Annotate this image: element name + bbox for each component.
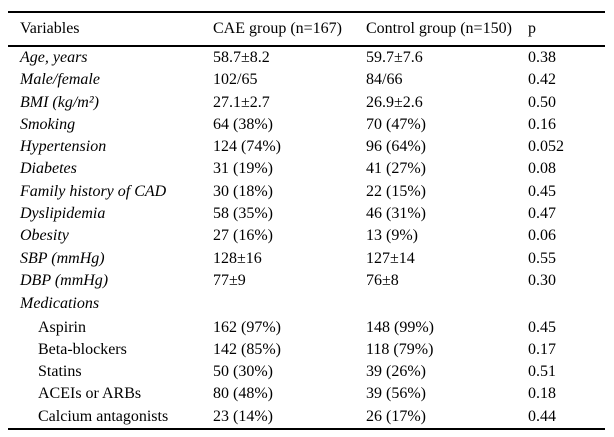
cell-control-group bbox=[366, 292, 528, 316]
cell-cae-group: 77±9 bbox=[213, 271, 246, 289]
table-row: Family history of CAD 30 (18%) 22 (15%) 0.4… bbox=[8, 181, 605, 203]
cell-control-group: 59.7±7.6 bbox=[366, 49, 423, 66]
cell-variable: Family history of CAD bbox=[20, 182, 167, 200]
col-header-control-group: Control group (n=150) bbox=[366, 12, 528, 47]
cell-control-group: 148 (99%) bbox=[366, 318, 434, 336]
cell-variable: Obesity bbox=[20, 227, 69, 245]
cell-cae-group: 50 (30%) bbox=[213, 363, 273, 381]
cell-p-value: 0.16 bbox=[528, 115, 556, 133]
cell-variable: Aspirin bbox=[38, 318, 86, 336]
cell-control-group: 26 (17%) bbox=[366, 407, 426, 425]
cell-cae-group bbox=[213, 292, 366, 316]
table-row: SBP (mmHg) 128±16 127±14 0.55 bbox=[8, 248, 605, 270]
cell-p-value: 0.50 bbox=[528, 93, 556, 111]
cell-variable: Beta-blockers bbox=[38, 340, 127, 358]
cell-p-value: 0.38 bbox=[528, 49, 556, 66]
cell-p-value: 0.42 bbox=[528, 71, 556, 89]
cell-p-value: 0.08 bbox=[528, 160, 556, 178]
cell-cae-group: 124 (74%) bbox=[213, 138, 281, 156]
cell-cae-group: 142 (85%) bbox=[213, 340, 281, 358]
col-header-p-value: p bbox=[528, 12, 605, 47]
col-header-variables: Variables bbox=[8, 12, 213, 47]
cell-variable: ACEIs or ARBs bbox=[38, 385, 142, 403]
cell-cae-group: 23 (14%) bbox=[213, 407, 273, 425]
cell-p-value: 0.51 bbox=[528, 363, 556, 381]
table-row: Hypertension 124 (74%) 96 (64%) 0.052 bbox=[8, 136, 605, 158]
cell-control-group: 127±14 bbox=[366, 249, 415, 267]
cell-control-group: 39 (26%) bbox=[366, 363, 426, 381]
cell-control-group: 41 (27%) bbox=[366, 160, 426, 178]
table-row: BMI (kg/m²) 27.1±2.7 26.9±2.6 0.50 bbox=[8, 92, 605, 114]
cell-cae-group: 64 (38%) bbox=[213, 115, 273, 133]
cell-cae-group: 27.1±2.7 bbox=[213, 93, 270, 111]
cell-control-group: 96 (64%) bbox=[366, 138, 426, 156]
cell-cae-group: 80 (48%) bbox=[213, 385, 273, 403]
cell-variable: DBP (mmHg) bbox=[20, 271, 109, 289]
table-row: Beta-blockers 142 (85%) 118 (79%) 0.17 bbox=[8, 339, 605, 361]
table-row: Dyslipidemia 58 (35%) 46 (31%) 0.47 bbox=[8, 203, 605, 225]
cell-variable: BMI (kg/m²) bbox=[20, 93, 99, 111]
cell-p-value: 0.44 bbox=[528, 407, 556, 425]
table-row: ACEIs or ARBs 80 (48%) 39 (56%) 0.18 bbox=[8, 383, 605, 405]
cell-control-group: 118 (79%) bbox=[366, 340, 434, 358]
cell-p-value: 0.30 bbox=[528, 271, 556, 289]
section-row: Medications bbox=[8, 292, 605, 316]
cell-variable: Hypertension bbox=[20, 138, 107, 156]
cell-cae-group: 162 (97%) bbox=[213, 318, 281, 336]
cell-cae-group: 58.7±8.2 bbox=[213, 49, 270, 66]
cell-control-group: 76±8 bbox=[366, 271, 399, 289]
cell-variable: Medications bbox=[20, 295, 100, 313]
cell-p-value: 0.45 bbox=[528, 318, 556, 336]
table-row: Aspirin 162 (97%) 148 (99%) 0.45 bbox=[8, 317, 605, 339]
table-row: Statins 50 (30%) 39 (26%) 0.51 bbox=[8, 361, 605, 383]
cell-p-value: 0.55 bbox=[528, 249, 556, 267]
cell-p-value: 0.052 bbox=[528, 138, 564, 156]
cell-cae-group: 102/65 bbox=[213, 71, 258, 89]
cell-p-value: 0.18 bbox=[528, 385, 556, 403]
table-row: Diabetes 31 (19%) 41 (27%) 0.08 bbox=[8, 158, 605, 180]
table-row: Male/female 102/65 84/66 0.42 bbox=[8, 69, 605, 91]
cell-variable: Smoking bbox=[20, 115, 76, 133]
cell-p-value: 0.17 bbox=[528, 340, 556, 358]
cell-p-value: 0.45 bbox=[528, 182, 556, 200]
cell-variable: SBP (mmHg) bbox=[20, 249, 105, 267]
table-row: DBP (mmHg) 77±9 76±8 0.30 bbox=[8, 270, 605, 292]
cell-cae-group: 58 (35%) bbox=[213, 205, 273, 223]
cell-cae-group: 128±16 bbox=[213, 249, 262, 267]
table-row: Obesity 27 (16%) 13 (9%) 0.06 bbox=[8, 225, 605, 247]
col-header-cae-group: CAE group (n=167) bbox=[213, 12, 366, 47]
cell-p-value: 0.47 bbox=[528, 205, 556, 223]
cell-control-group: 70 (47%) bbox=[366, 115, 426, 133]
cell-variable: Calcium antagonists bbox=[38, 407, 169, 425]
cell-p-value bbox=[528, 292, 605, 316]
header-row: Variables CAE group (n=167) Control grou… bbox=[8, 12, 605, 47]
cell-variable: Age, years bbox=[20, 49, 88, 66]
cell-p-value: 0.06 bbox=[528, 227, 556, 245]
cell-variable: Dyslipidemia bbox=[20, 205, 106, 223]
table-row: Calcium antagonists 23 (14%) 26 (17%) 0.44 bbox=[8, 406, 605, 429]
table-row: Age, years 58.7±8.2 59.7±7.6 0.38 bbox=[8, 46, 605, 69]
table-header: Variables CAE group (n=167) Control grou… bbox=[8, 12, 605, 47]
patient-characteristics-table: Variables CAE group (n=167) Control grou… bbox=[8, 11, 605, 431]
cell-cae-group: 31 (19%) bbox=[213, 160, 273, 178]
cell-cae-group: 30 (18%) bbox=[213, 182, 273, 200]
table-body: Age, years 58.7±8.2 59.7±7.6 0.38 Male/femal… bbox=[8, 46, 605, 429]
cell-variable: Diabetes bbox=[20, 160, 77, 178]
table-row: Smoking 64 (38%) 70 (47%) 0.16 bbox=[8, 114, 605, 136]
cell-cae-group: 27 (16%) bbox=[213, 227, 273, 245]
cell-control-group: 13 (9%) bbox=[366, 227, 418, 245]
cell-control-group: 84/66 bbox=[366, 71, 403, 89]
cell-variable: Male/female bbox=[20, 71, 100, 89]
cell-control-group: 46 (31%) bbox=[366, 205, 426, 223]
cell-control-group: 22 (15%) bbox=[366, 182, 426, 200]
cell-variable: Statins bbox=[38, 363, 82, 381]
cell-control-group: 26.9±2.6 bbox=[366, 93, 423, 111]
cell-control-group: 39 (56%) bbox=[366, 385, 426, 403]
